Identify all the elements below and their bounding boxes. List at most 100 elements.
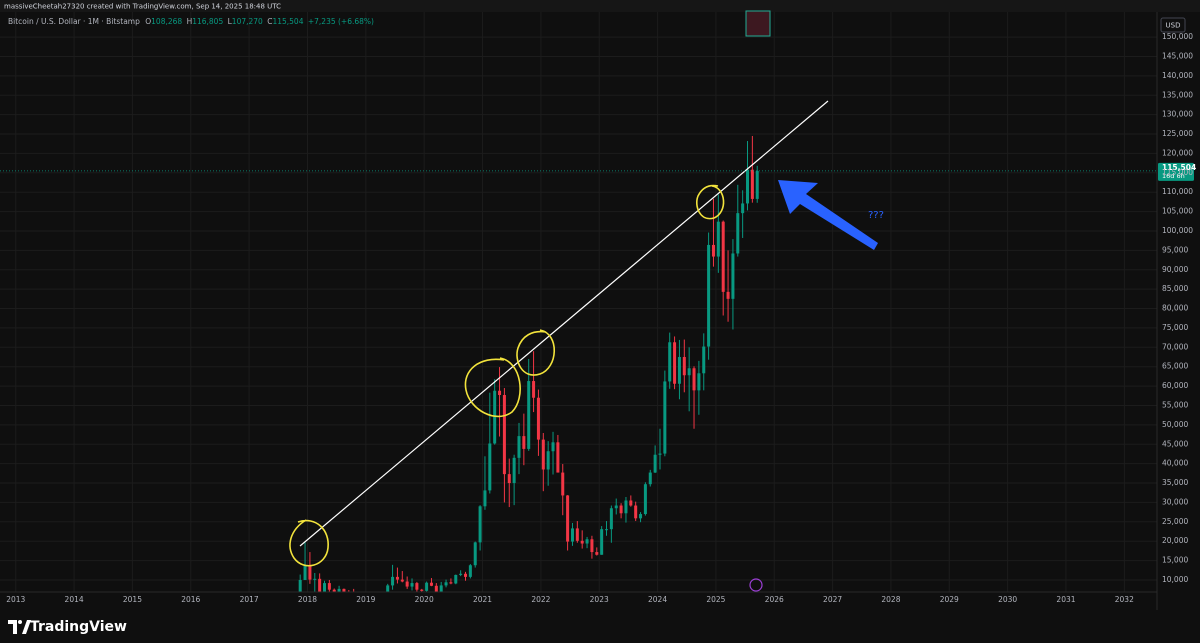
candle-body xyxy=(697,373,701,391)
candle-body xyxy=(410,583,414,587)
candle-body xyxy=(575,528,579,541)
footer xyxy=(0,610,1200,643)
x-tick-label: 2022 xyxy=(531,595,550,604)
candle-body xyxy=(687,368,691,376)
y-tick-label: 90,000 xyxy=(1162,265,1188,274)
candle-body xyxy=(483,490,487,507)
price-tag xyxy=(1158,162,1194,181)
candle-body xyxy=(318,578,322,592)
candle-body xyxy=(298,579,302,592)
x-tick-label: 2020 xyxy=(415,595,434,604)
candle-body xyxy=(580,540,584,544)
candle-body xyxy=(420,589,424,591)
brand: TradingView xyxy=(30,619,127,635)
symbol-title: Bitcoin / U.S. Dollar · 1M · Bitstamp xyxy=(8,17,140,26)
ohlc-key: C xyxy=(267,17,272,26)
candle-body xyxy=(473,542,477,566)
candle-body xyxy=(395,576,399,580)
candle-body xyxy=(653,454,657,473)
candle-body xyxy=(561,472,565,496)
candle-body xyxy=(663,381,667,454)
candle-body xyxy=(634,505,638,519)
y-tick-label: 65,000 xyxy=(1162,362,1188,371)
candle-body xyxy=(478,506,482,543)
y-tick-label: 80,000 xyxy=(1162,304,1188,313)
candle-body xyxy=(463,573,468,577)
candle-body xyxy=(639,514,643,519)
y-tick-label: 45,000 xyxy=(1162,439,1188,448)
candle-body xyxy=(415,583,419,590)
x-tick-label: 2018 xyxy=(298,595,317,604)
x-tick-label: 2032 xyxy=(1115,595,1134,604)
y-tick-label: 120,000 xyxy=(1162,148,1193,157)
candle-body xyxy=(556,442,560,473)
candle-body xyxy=(439,585,443,592)
y-tick-label: 105,000 xyxy=(1162,207,1193,216)
arrow xyxy=(778,180,878,250)
price-tag-label: 115,504 xyxy=(1162,163,1196,172)
candle-body xyxy=(648,472,652,485)
candle-body xyxy=(755,170,759,199)
y-tick-label: 55,000 xyxy=(1162,400,1188,409)
x-tick-label: 2031 xyxy=(1056,595,1075,604)
candle-body xyxy=(400,579,404,582)
candle-body xyxy=(614,505,618,509)
candle-body xyxy=(741,203,745,214)
candle-body xyxy=(391,576,395,586)
candle-body xyxy=(507,474,511,484)
candle-body xyxy=(332,589,336,592)
candle-body xyxy=(619,505,623,514)
currency-button[interactable] xyxy=(1160,17,1186,33)
y-tick-label: 35,000 xyxy=(1162,478,1188,487)
candle-body xyxy=(702,346,706,374)
candle-body xyxy=(609,508,613,530)
candle-body xyxy=(590,539,594,553)
candle-body xyxy=(677,357,681,384)
y-tick-label: 85,000 xyxy=(1162,284,1188,293)
candle-body xyxy=(502,395,506,475)
x-tick-label: 2013 xyxy=(6,595,25,604)
candle-body xyxy=(429,582,433,586)
candle-body xyxy=(546,451,550,470)
candle-body xyxy=(624,500,628,514)
x-tick-label: 2017 xyxy=(240,595,259,604)
x-tick-label: 2019 xyxy=(356,595,375,604)
ohlc-value: 116,805 xyxy=(192,17,223,26)
candle-body xyxy=(643,484,647,515)
ohlc-key: H xyxy=(187,17,193,26)
candle-body xyxy=(682,357,686,376)
circle xyxy=(289,519,329,567)
candle-body xyxy=(488,443,492,491)
candle-body xyxy=(425,582,429,591)
candle-body xyxy=(536,397,540,440)
symbol-header: Bitcoin / U.S. Dollar · 1M · Bitstamp O1… xyxy=(8,17,374,26)
y-tick-label: 40,000 xyxy=(1162,459,1188,468)
candle-body xyxy=(721,221,725,292)
candle-body xyxy=(570,528,574,542)
y-tick-label: 70,000 xyxy=(1162,342,1188,351)
candle-body xyxy=(522,436,526,449)
candle-body xyxy=(532,381,536,398)
candle-body xyxy=(736,213,740,254)
y-tick-label: 20,000 xyxy=(1162,536,1188,545)
y-tick-label: 60,000 xyxy=(1162,381,1188,390)
logo-part xyxy=(8,620,17,634)
circle xyxy=(464,357,521,418)
brand-logo xyxy=(8,620,31,634)
circle xyxy=(696,184,725,220)
x-tick-label: 2029 xyxy=(940,595,959,604)
logo-part xyxy=(18,620,22,624)
x-tick-label: 2025 xyxy=(706,595,725,604)
candle-body xyxy=(600,529,604,555)
candle-body xyxy=(405,581,409,587)
candle-body xyxy=(342,588,346,592)
candle-body xyxy=(716,221,720,257)
candle-body xyxy=(604,529,609,531)
credit: massiveCheetah27320 created with Trading… xyxy=(4,3,281,11)
candle-body xyxy=(434,585,438,592)
trend-line xyxy=(299,100,829,547)
event-icon xyxy=(749,578,763,592)
y-tick-label: 125,000 xyxy=(1162,129,1193,138)
grid xyxy=(0,12,1157,592)
